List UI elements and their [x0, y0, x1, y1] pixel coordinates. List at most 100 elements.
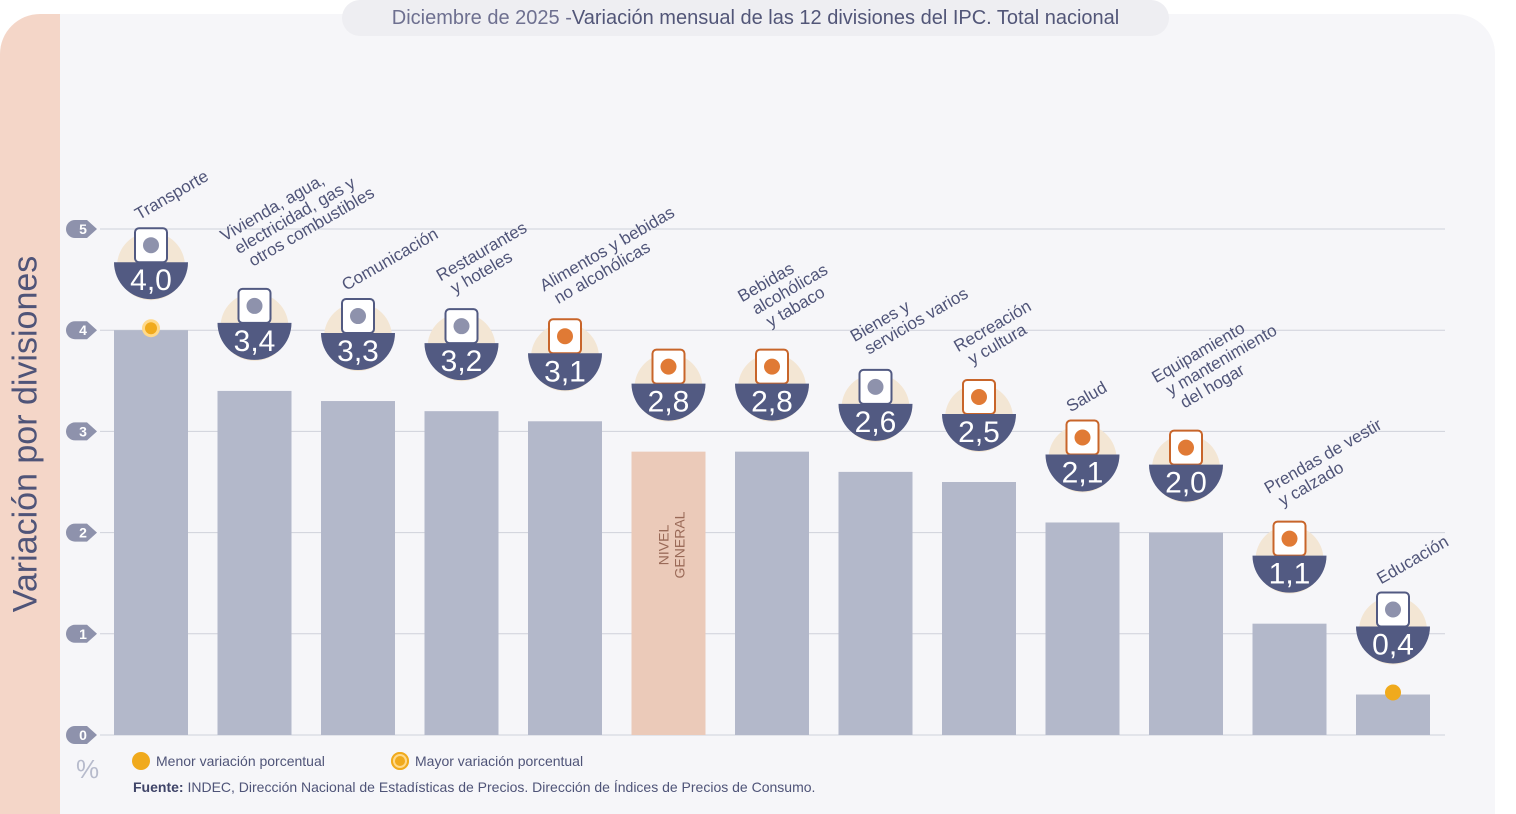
key-lightbulb-icon: [237, 287, 272, 324]
value-badge: 0,4: [1356, 591, 1430, 701]
tick-bubble: [66, 726, 97, 744]
value-badge: 2,6: [838, 368, 913, 442]
badge-bowl: [114, 262, 188, 300]
badge-bowl: [528, 353, 602, 391]
legend-min-label: Menor variación porcentual: [156, 753, 325, 769]
category-label: Comunicación: [339, 224, 442, 294]
umbrella-sun-chair-icon-detail: [971, 389, 987, 405]
source-text: INDEC, Dirección Nacional de Estadística…: [183, 779, 816, 795]
comb-scissors-icon: [858, 368, 893, 405]
category-label-line: Transporte: [132, 166, 212, 223]
bar: [838, 471, 913, 735]
chart-title: Diciembre de 2025 - Variación mensual de…: [342, 0, 1169, 36]
value-label: 3,4: [234, 325, 276, 358]
badge-bowl: [424, 343, 499, 381]
tshirt-sneaker-icon-detail: [1281, 530, 1298, 547]
y-tick: 2: [66, 523, 97, 542]
medical-cross-icon: [1065, 419, 1100, 456]
value-badge: 1,1: [1252, 520, 1327, 594]
tick-bubble: [66, 422, 97, 441]
value-badge: 2,0: [1149, 429, 1223, 503]
comb-scissors-icon-detail: [867, 378, 884, 395]
umbrella-sun-chair-icon: [962, 379, 996, 415]
category-label: Transporte: [132, 166, 212, 223]
y-tick: 3: [66, 422, 97, 441]
badge-bowl: [321, 333, 396, 371]
category-label-line: Comunicación: [339, 224, 442, 294]
value-badge: 2,1: [1045, 419, 1120, 493]
value-badge: 3,4: [217, 287, 292, 361]
smartphone-icon: [341, 298, 375, 335]
nivel-general-text: GENERAL: [672, 511, 688, 578]
y-tick: 0: [66, 726, 97, 744]
shopping-bag-groceries-icon-detail: [660, 358, 677, 375]
value-badge: 3,2: [424, 308, 499, 382]
max-marker-icon: [391, 752, 409, 770]
value-badge: 3,3: [321, 298, 396, 372]
bar: [528, 421, 602, 735]
unit-label: %: [76, 754, 100, 784]
bus-sube-card-icon-detail: [143, 237, 159, 254]
tick-bubble: [66, 624, 97, 643]
y-tick-label: 1: [79, 626, 87, 642]
bar: [217, 390, 292, 735]
y-tick-label: 2: [79, 525, 87, 541]
washing-machine-ac-icon-detail: [1178, 439, 1194, 456]
washing-machine-ac-icon: [1169, 429, 1203, 466]
badge-bowl: [217, 322, 292, 360]
nivel-general-text: NIVEL: [656, 525, 672, 566]
min-marker-icon: [132, 752, 150, 770]
value-label: 2,6: [855, 406, 897, 439]
bar: [321, 401, 395, 735]
y-tick: 5: [66, 220, 97, 238]
legend-min: Menor variación porcentual: [132, 752, 325, 770]
value-badge: 2,8: [631, 348, 706, 422]
value-label: 2,1: [1062, 456, 1104, 489]
badge-bowl: [735, 383, 809, 421]
y-tick: 1: [66, 624, 97, 643]
plate-cutlery-hotel-icon: [444, 308, 479, 345]
value-label: 2,0: [1165, 467, 1207, 500]
value-label: 4,0: [130, 264, 172, 297]
badge-bowl: [1045, 454, 1120, 492]
bar: [631, 451, 706, 735]
bar: [1045, 522, 1120, 735]
y-tick: 4: [66, 321, 97, 340]
value-label: 2,8: [751, 386, 793, 419]
title-main: Variación mensual de las 12 divisiones d…: [571, 6, 1120, 29]
category-label: Vivienda, agua,electricidad, gas yotros …: [217, 170, 378, 270]
key-lightbulb-icon-detail: [246, 297, 263, 314]
value-badge: 3,1: [528, 318, 602, 392]
tshirt-sneaker-icon: [1272, 520, 1307, 557]
roast-chicken-drink-icon-detail: [557, 328, 573, 345]
legend-max-label: Mayor variación porcentual: [415, 753, 584, 769]
y-tick-label: 4: [79, 322, 87, 338]
y-tick-label: 0: [79, 727, 87, 743]
source-note: Fuente: INDEC, Dirección Nacional de Est…: [133, 779, 815, 795]
bar: [1252, 623, 1327, 735]
max-marker: [145, 322, 157, 335]
badge-bowl: [1149, 464, 1223, 502]
category-label: Salud: [1063, 378, 1110, 416]
roast-chicken-drink-icon: [548, 318, 582, 355]
category-label-line: Alimentos y bebidas: [537, 203, 678, 296]
value-label: 3,3: [337, 335, 379, 368]
tick-bubble: [66, 220, 97, 238]
badge-bowl: [1356, 626, 1430, 664]
title-date: Diciembre de 2025 -: [391, 6, 572, 29]
badge-bowl: [942, 414, 1016, 451]
bar: [114, 330, 188, 735]
plate-cutlery-hotel-icon-detail: [453, 318, 470, 335]
tick-bubble: [66, 321, 97, 340]
nivel-general-label: NIVEL GENERAL: [656, 511, 688, 578]
notebook-pencil-icon-detail: [1385, 601, 1401, 618]
value-label: 2,5: [958, 416, 1000, 449]
tick-bubble: [66, 523, 97, 542]
